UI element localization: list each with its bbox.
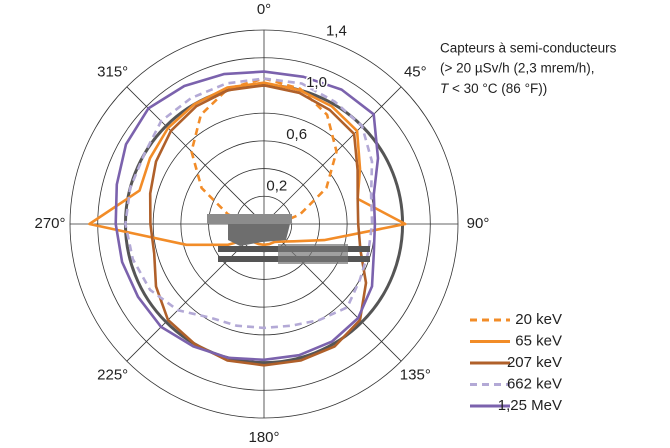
angle-label: 90°: [467, 215, 490, 232]
spoke: [126, 86, 265, 225]
angle-label: 45°: [404, 64, 427, 81]
angle-label: 270°: [34, 215, 65, 232]
annotation: T < 30 °C (86 °F)): [440, 81, 547, 96]
series-line: [124, 77, 374, 330]
legend-label: 65 keV: [515, 332, 562, 349]
detector-icon: [207, 214, 370, 264]
legend-label: 207 keV: [507, 354, 562, 371]
legend-label: 662 keV: [507, 375, 562, 392]
annotation-symbol: T: [440, 81, 450, 96]
legend-label: 20 keV: [515, 311, 562, 328]
icon-part: [278, 244, 348, 264]
angle-label: 180°: [248, 429, 279, 446]
r-tick-label: 0,2: [266, 178, 287, 195]
annotation: Capteurs à semi-conducteurs: [440, 41, 617, 56]
r-tick-label: 1,4: [326, 22, 347, 39]
angle-label: 225°: [97, 366, 128, 383]
r-tick-label: 0,6: [286, 126, 307, 143]
angle-label: 315°: [97, 64, 128, 81]
series-line: [114, 70, 380, 362]
legend-label: 1,25 MeV: [498, 397, 562, 414]
annotation: (> 20 µSv/h (2,3 mrem/h),: [440, 61, 594, 76]
r-tick-label: 1,0: [306, 74, 327, 91]
spoke: [263, 86, 402, 225]
angle-label: 0°: [257, 1, 271, 18]
annotation: < 30 °C (86 °F)): [448, 81, 547, 96]
icon-part: [228, 224, 290, 246]
series-line: [88, 81, 407, 247]
series-line: [148, 84, 368, 367]
icon-part: [207, 214, 292, 224]
angle-label: 135°: [400, 366, 431, 383]
